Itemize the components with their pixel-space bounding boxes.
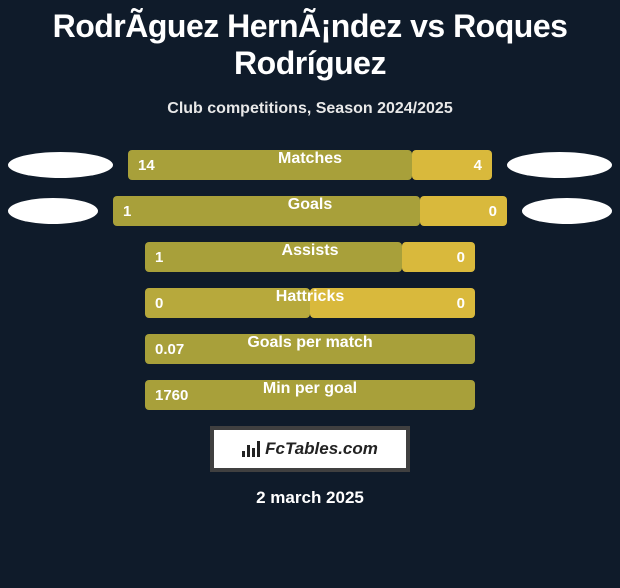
page-title: RodrÃ­guez HernÃ¡ndez vs Roques Rodrígue… <box>10 8 610 82</box>
stat-bar-right: 0 <box>402 242 475 272</box>
stat-value-left: 0 <box>155 295 163 312</box>
player-right-oval <box>507 152 612 178</box>
stat-label: Goals <box>288 196 332 214</box>
stat-bar-right: 4 <box>412 150 492 180</box>
stat-value-left: 1 <box>155 249 163 266</box>
stat-value-left: 1 <box>123 203 131 220</box>
stat-label: Goals per match <box>247 334 372 352</box>
player-left-oval <box>8 152 113 178</box>
stat-value-right: 0 <box>457 295 465 312</box>
stat-row: 4 14 Matches <box>10 150 610 180</box>
stat-value-right: 0 <box>457 249 465 266</box>
logo-text: FcTables.com <box>265 439 378 459</box>
subtitle: Club competitions, Season 2024/2025 <box>10 100 610 118</box>
stat-label: Matches <box>278 150 342 168</box>
stat-bar-wrap: 0 1 Goals <box>113 196 507 226</box>
footer-logo-wrap: FcTables.com <box>10 426 610 472</box>
stat-bar-wrap: 1760 Min per goal <box>145 380 475 410</box>
stat-row: 0.07 Goals per match <box>10 334 610 364</box>
player-left-oval <box>8 198 98 224</box>
stat-value-right: 4 <box>474 157 482 174</box>
stat-bar-left: 1 <box>145 242 402 272</box>
stat-value-right: 0 <box>489 203 497 220</box>
stat-bar-wrap: 0 1 Assists <box>145 242 475 272</box>
stat-bar-wrap: 0.07 Goals per match <box>145 334 475 364</box>
stat-label: Assists <box>282 242 339 260</box>
comparison-card: RodrÃ­guez HernÃ¡ndez vs Roques Rodrígue… <box>0 8 620 508</box>
stat-label: Min per goal <box>263 380 357 398</box>
stat-label: Hattricks <box>276 288 344 306</box>
stat-bar-right: 0 <box>420 196 507 226</box>
stat-bar-left: 14 <box>128 150 412 180</box>
footer-date: 2 march 2025 <box>10 488 610 508</box>
stat-row: 0 0 Hattricks <box>10 288 610 318</box>
stats-section: 4 14 Matches 0 1 Goals 0 1 Assists 0 0 Hattricks 0.0… <box>10 150 610 410</box>
stat-row: 0 1 Goals <box>10 196 610 226</box>
stat-bar-left: 1 <box>113 196 420 226</box>
stat-value-left: 1760 <box>155 387 188 404</box>
stat-bar-wrap: 4 14 Matches <box>128 150 492 180</box>
stat-bar-wrap: 0 0 Hattricks <box>145 288 475 318</box>
stat-row: 1760 Min per goal <box>10 380 610 410</box>
stat-value-left: 14 <box>138 157 155 174</box>
logo-box: FcTables.com <box>210 426 410 472</box>
player-right-oval <box>522 198 612 224</box>
stat-value-left: 0.07 <box>155 341 184 358</box>
stat-row: 0 1 Assists <box>10 242 610 272</box>
bar-chart-icon <box>242 441 260 457</box>
